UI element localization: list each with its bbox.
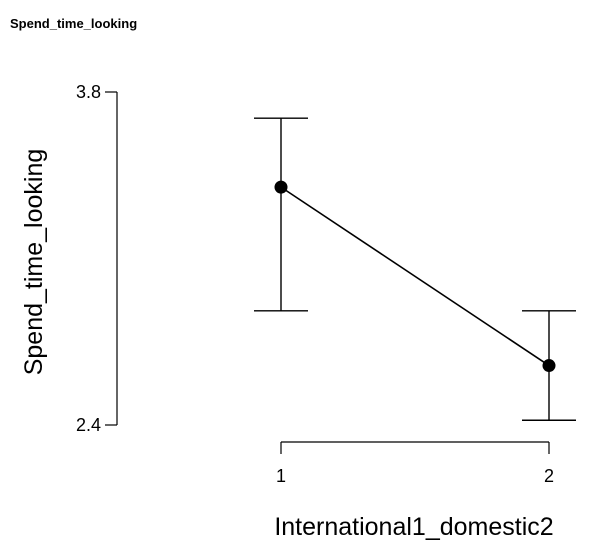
data-point — [542, 359, 556, 373]
y-axis-title: Spend_time_looking — [20, 149, 48, 376]
y-tick-label: 3.8 — [76, 82, 101, 102]
plot-area — [254, 117, 576, 421]
series-line — [280, 186, 550, 367]
page-title: Spend_time_looking — [10, 16, 138, 31]
x-axis-title: International1_domestic2 — [274, 513, 553, 541]
y-axis: 2.4 3.8 — [76, 82, 118, 435]
data-point — [274, 180, 288, 194]
y-tick-label: 2.4 — [76, 415, 101, 435]
x-tick-label: 2 — [544, 466, 554, 486]
x-tick-label: 1 — [276, 466, 286, 486]
